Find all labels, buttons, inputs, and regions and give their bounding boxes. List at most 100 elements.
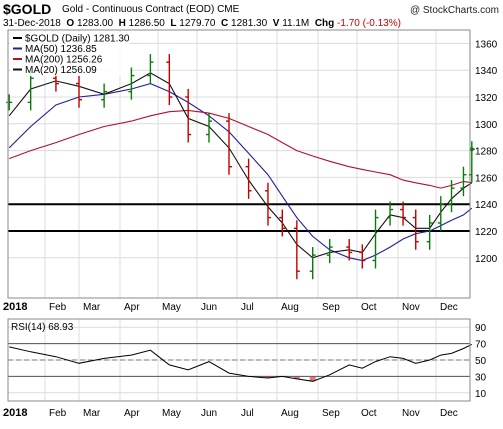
price-tick-label: 1200 [475,254,498,265]
price-tick-label: 1220 [475,227,498,238]
time-tick-label: May [162,302,181,313]
open-value: 1283.00 [76,18,114,29]
watermark: @ StockCharts.com [409,5,499,16]
price-tick-label: 1260 [475,173,498,184]
high-value: 1286.50 [128,18,165,29]
price-bar [346,239,353,261]
price-bar [387,201,394,226]
price-bar [437,196,444,231]
legend-entry: MA(50) 1236.85 [25,44,97,55]
time-tick-label: Apr [124,302,140,313]
time-tick-label: Feb [49,302,67,313]
readout-date: 31-Dec-2018 [3,18,61,29]
change-label: Chg [314,18,335,29]
price-bar [147,54,154,84]
rsi-tick-label: 90 [475,323,487,334]
close-label: C [221,18,229,29]
price-bar [326,239,333,264]
price-bar [128,67,135,100]
price-lines [8,72,473,262]
price-bar [226,113,232,175]
price-bar [279,209,286,237]
price-bar [293,220,300,280]
close-value: 1281.30 [231,18,268,29]
time-tick-label: Sep [322,302,340,313]
price-bar [27,70,34,111]
price-tick-label: 1360 [475,39,498,50]
price-bar [206,113,212,143]
rsi-tick-label: 70 [475,340,487,351]
price-bars [6,54,475,280]
instrument-name: Gold - Continuous Contract (EOD) [62,4,215,15]
price-bar [76,75,82,108]
price-axis: 1200 1220 1240 1260 1280 1300 1320 1340 1360 [475,39,498,264]
price-bar [372,209,379,269]
price-tick-label: 1280 [475,147,498,158]
rsi-line [9,343,473,382]
rsi-time-tick-label: Oct [361,408,377,419]
rsi-tick-label: 30 [475,372,487,383]
time-tick-label: 2018 [3,301,27,313]
series-line-ma20 [8,72,473,259]
rsi-panel: 10 30 50 70 90 RSI(14) 68.93 [8,322,487,400]
chart-instrument-name: Gold - Continuous Contract (EOD) CME [62,4,239,15]
rsi-time-tick-label: 2018 [3,407,27,419]
time-tick-label: Nov [402,302,420,313]
rsi-panel-frame [7,318,471,402]
price-bar [101,83,108,108]
rsi-tick-label: 10 [475,389,487,400]
volume-label: V [272,18,280,29]
chart-symbol: $GOLD [3,1,52,17]
price-bar [460,166,467,197]
legend-entry: MA(20) 1256.09 [25,65,97,76]
rsi-time-tick-label: May [162,408,181,419]
legend-entry: MA(200) 1256.26 [25,55,103,66]
rsi-time-tick-label: Nov [402,408,420,419]
price-bar [264,182,271,226]
price-panel-frame [7,29,471,299]
rsi-time-tick-label: Feb [49,408,67,419]
rsi-time-tick-label: Dec [440,408,458,419]
ohlc-readout: 31-Dec-2018 O 1283.00 H 1286.50 L 1279.7… [3,18,401,29]
rsi-time-tick-label: Apr [124,408,140,419]
price-bar [412,209,419,250]
price-tick-label: 1240 [475,200,498,211]
price-bar [359,244,366,269]
low-value: 1279.70 [179,18,216,29]
time-tick-label: Mar [83,302,101,313]
price-bar [185,88,192,143]
time-tick-label: Aug [281,302,299,313]
price-bar [309,247,316,280]
last-close-marker [469,147,474,152]
rsi-time-tick-label: Jul [241,408,254,419]
instrument-exchange: CME [217,4,240,15]
rsi-time-tick-label: Mar [83,408,101,419]
rsi-time-tick-label: Aug [281,408,299,419]
rsi-label: RSI(14) 68.93 [11,322,74,333]
price-tick-label: 1340 [475,66,498,77]
time-tick-label: Oct [361,302,377,313]
price-bar [400,201,407,226]
price-bar [448,180,455,213]
series-line-ma50 [8,83,473,262]
rsi-oversold-fill [293,376,300,379]
low-label: L [170,18,177,29]
price-tick-label: 1320 [475,93,498,104]
rsi-tick-label: 50 [475,356,487,367]
open-label: O [66,18,75,29]
high-label: H [118,18,126,29]
change-value: -1.70 (-0.13%) [337,18,401,29]
price-grid [7,30,470,401]
rsi-oversold-fill [264,376,271,379]
volume-value: 11.1M [282,18,310,29]
legend-entry: $GOLD (Daily) 1281.30 [25,34,130,45]
rsi-time-tick-label: Jun [201,408,217,419]
time-tick-label: Dec [440,302,458,313]
series-line-ma200 [9,109,472,189]
time-tick-label: Jun [201,302,217,313]
rsi-time-tick-label: Sep [322,408,340,419]
legend-background [10,32,130,76]
time-axis: 2018 2018 Feb Feb Mar Mar Apr Apr May May Jun Jun Ju… [3,301,458,419]
